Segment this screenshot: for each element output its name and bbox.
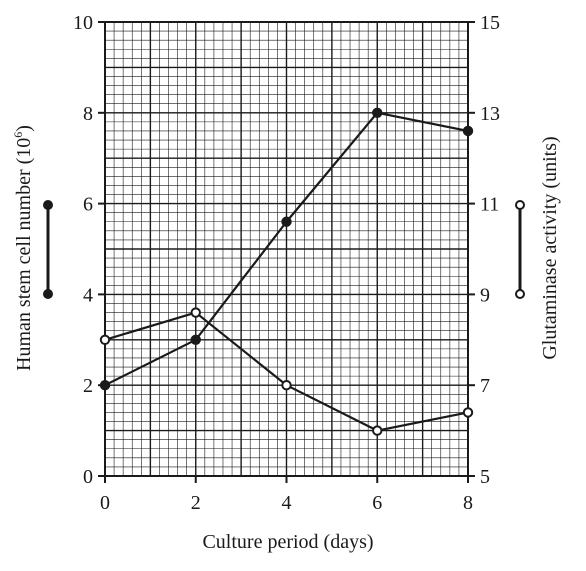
glutaminase-point [372,425,383,436]
y-left-axis-title-base: Human stem cell number (10 [13,138,35,371]
chart-axes [98,21,475,483]
y-left-tick-label: 6 [83,194,93,216]
stem-cell-point [281,216,292,227]
stem-cell-point [99,380,111,391]
y-right-tick-label: 13 [480,103,500,125]
legend-key-open-top [515,200,525,210]
chart-grid [104,21,469,477]
x-tick-label: 0 [100,492,110,514]
y-left-tick-label: 4 [83,284,93,306]
legend-key-filled-top [43,200,53,210]
y-left-tick-label: 0 [83,466,93,488]
glutaminase-point [99,334,111,345]
legend-key-filled-bottom [43,289,53,299]
chart-tick-labels: 0 2 4 6 8 0 2 4 6 8 10 5 7 9 11 13 15 [73,12,500,514]
y-left-tick-label: 2 [83,375,93,397]
x-tick-label: 6 [372,492,382,514]
glutaminase-point [462,407,474,418]
y-left-axis-title-close: ) [13,125,35,132]
y-left-tick-label: 10 [73,12,93,34]
glutaminase-point [190,307,201,318]
chart-series [99,107,474,436]
y-right-tick-label: 7 [480,375,490,397]
y-left-axis-title: Human stem cell number (106) [11,125,35,371]
stem-cell-point [462,125,474,137]
legend-key-open-bottom [515,289,525,299]
y-right-tick-label: 5 [480,466,490,488]
x-axis-title: Culture period (days) [202,531,373,553]
y-right-axis-title: Glutaminase activity (units) [539,136,561,359]
stem-cell-point [372,107,383,119]
y-left-tick-label: 8 [83,103,93,125]
y-right-tick-label: 9 [480,284,490,306]
chart-legend [43,200,525,299]
x-tick-label: 8 [463,492,473,514]
stem-cell-point [190,334,201,345]
x-tick-label: 2 [191,492,201,514]
glutaminase-point [281,380,292,391]
x-tick-label: 4 [282,492,292,514]
y-right-tick-label: 15 [480,12,500,34]
y-right-tick-label: 11 [480,194,499,216]
y-left-axis-title-exponent: 6 [11,132,25,138]
